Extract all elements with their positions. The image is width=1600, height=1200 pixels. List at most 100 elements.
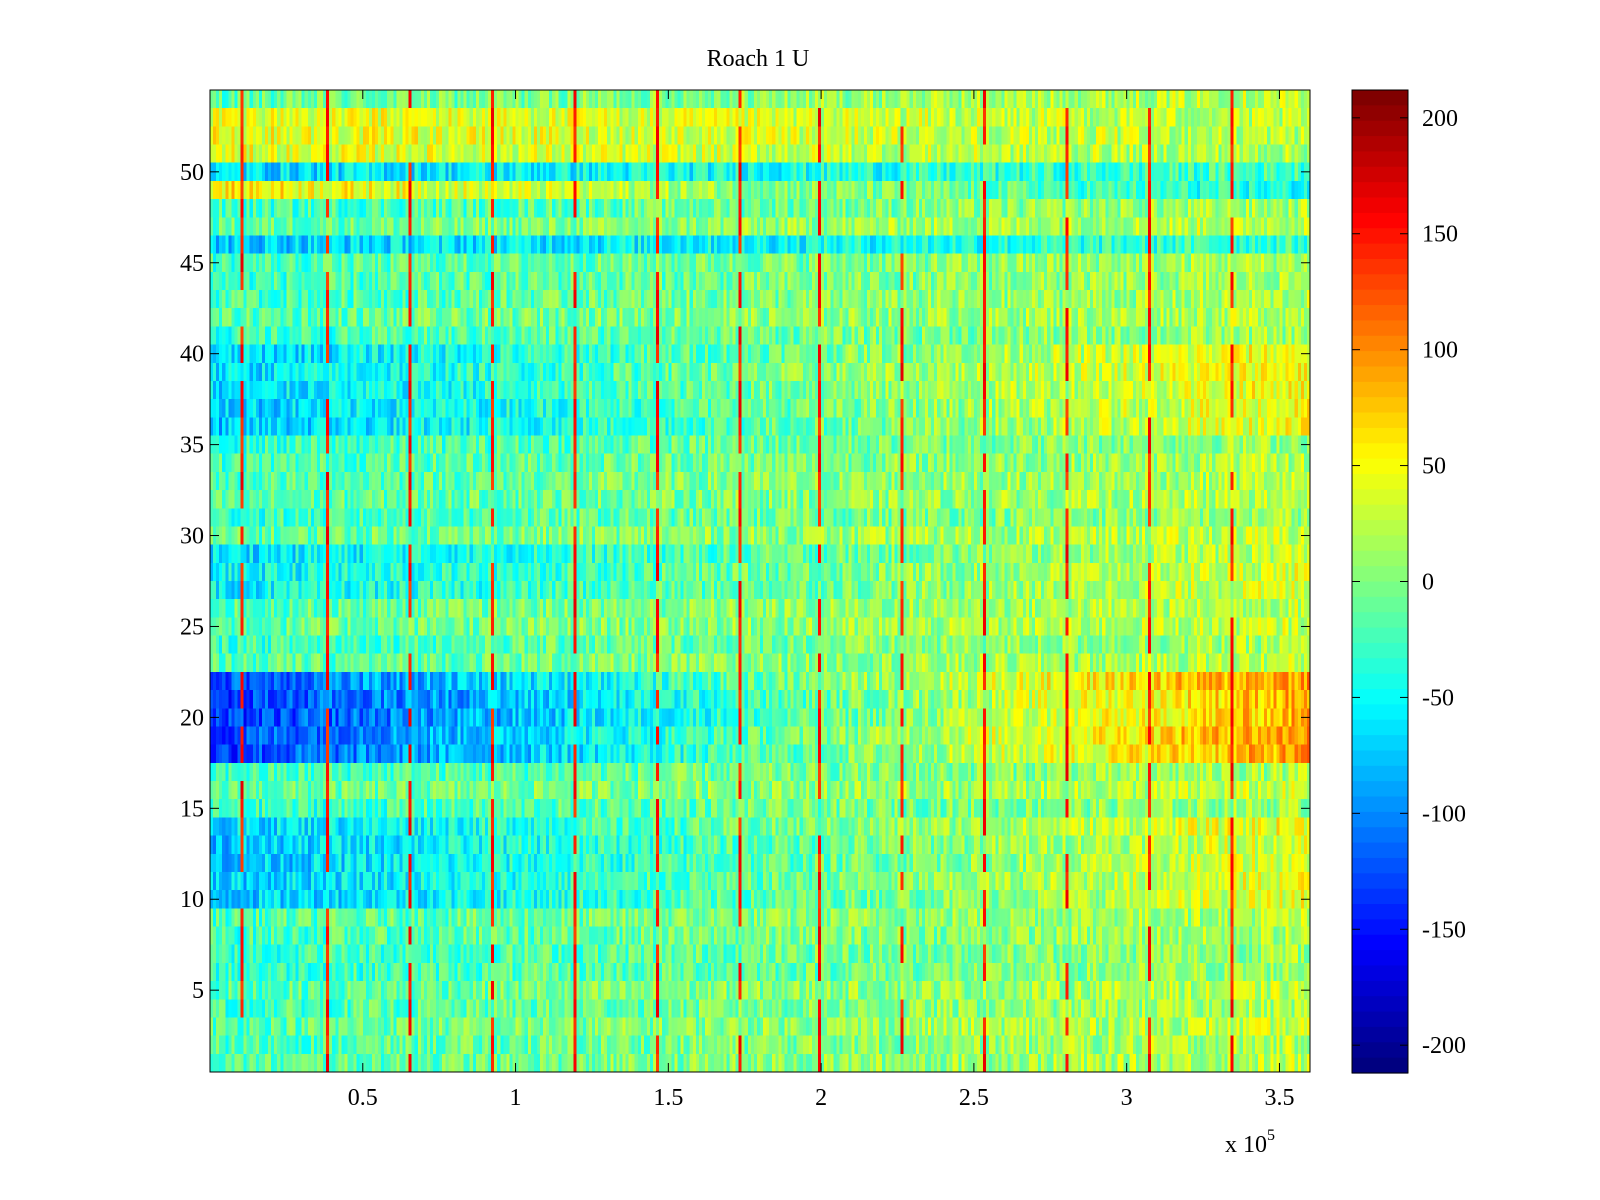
x-tick-label: 3	[1121, 1085, 1133, 1111]
colorbar-segment	[1352, 827, 1408, 844]
colorbar-frame	[1351, 89, 1409, 1074]
colorbar-segment	[1352, 658, 1408, 675]
colorbar-segment	[1352, 182, 1408, 199]
colorbar-axis: 200 150 100 50 0 -50 -100 -150 -200	[1352, 106, 1466, 1059]
colorbar-segment	[1352, 443, 1408, 460]
colorbar-segment	[1352, 228, 1408, 245]
colorbar-segment	[1352, 1026, 1408, 1043]
colorbar-segment	[1352, 980, 1408, 997]
colorbar-segment	[1352, 197, 1408, 214]
x-exponent-power: 5	[1267, 1127, 1275, 1144]
y-tick-label: 20	[180, 705, 204, 731]
colorbar-segment	[1352, 412, 1408, 429]
colorbar-segment	[1352, 904, 1408, 921]
colorbar-segment	[1352, 704, 1408, 721]
colorbar-segment	[1352, 934, 1408, 951]
colorbar-tick-label: 0	[1422, 570, 1434, 596]
x-axis: 0.5 1 1.5 2 2.5 3 3.5	[348, 90, 1294, 1111]
colorbar-segment	[1352, 504, 1408, 521]
colorbar-segment	[1352, 996, 1408, 1013]
x-tick-label: 3.5	[1264, 1085, 1294, 1111]
colorbar-segment	[1352, 689, 1408, 705]
colorbar-segment	[1352, 811, 1408, 828]
colorbar-segment	[1352, 719, 1408, 736]
heatmap	[210, 90, 1310, 1072]
y-axis: 5 10 15 20 25 30 35 40 45 50	[180, 160, 1310, 1004]
colorbar-segment	[1352, 381, 1408, 398]
colorbar-segment	[1352, 1057, 1408, 1074]
x-tick-label: 0.5	[348, 1085, 378, 1111]
x-tick-label: 1	[510, 1085, 522, 1111]
colorbar-segment	[1352, 473, 1408, 490]
y-tick-label: 5	[192, 978, 204, 1004]
x-tick-label: 2.5	[959, 1085, 989, 1111]
x-tick-label: 1.5	[653, 1085, 683, 1111]
colorbar-segment	[1352, 427, 1408, 444]
colorbar-segment	[1352, 274, 1408, 291]
colorbar-segment	[1352, 735, 1408, 752]
colorbar-segment	[1352, 627, 1408, 644]
plot-frame	[209, 89, 1311, 1073]
y-tick-label: 10	[180, 887, 204, 913]
colorbar-segment	[1352, 873, 1408, 890]
colorbar-segment	[1352, 842, 1408, 859]
colorbar-segment	[1352, 166, 1408, 183]
colorbar-segment	[1352, 888, 1408, 905]
colorbar-segment	[1352, 258, 1408, 275]
colorbar-tick-label: -100	[1422, 801, 1466, 827]
colorbar-segment	[1352, 520, 1408, 537]
colorbar-segment	[1352, 535, 1408, 552]
colorbar-segment	[1352, 335, 1408, 352]
colorbar-segment	[1352, 965, 1408, 982]
colorbar-segment	[1352, 919, 1408, 936]
y-tick-label: 40	[180, 342, 204, 368]
colorbar-segment	[1352, 581, 1408, 598]
colorbar-segment	[1352, 105, 1408, 122]
y-tick-label: 50	[180, 160, 204, 186]
colorbar-segment	[1352, 151, 1408, 168]
colorbar-segment	[1352, 351, 1408, 368]
colorbar-segment	[1352, 1042, 1408, 1059]
y-tick-label: 35	[180, 433, 204, 459]
colorbar-segment	[1352, 366, 1408, 383]
x-exponent-base: x 10	[1225, 1132, 1267, 1158]
colorbar-tick-label: 50	[1422, 454, 1446, 480]
colorbar-segment	[1352, 397, 1408, 414]
colorbar-tick-label: -150	[1422, 917, 1466, 943]
colorbar-tick-label: 100	[1422, 338, 1458, 364]
colorbar-segment	[1352, 243, 1408, 260]
colorbar-segment	[1352, 320, 1408, 337]
colorbar-segment	[1352, 489, 1408, 506]
x-exponent-label: x 105	[1225, 1127, 1275, 1158]
colorbar-tick-label: 200	[1422, 106, 1458, 132]
colorbar	[1352, 90, 1408, 1074]
colorbar-segment	[1352, 550, 1408, 567]
chart-title: Roach 1 U	[707, 46, 810, 72]
colorbar-segment	[1352, 950, 1408, 967]
colorbar-segment	[1352, 750, 1408, 767]
colorbar-segment	[1352, 796, 1408, 813]
colorbar-segment	[1352, 642, 1408, 659]
colorbar-segment	[1352, 781, 1408, 798]
colorbar-segment	[1352, 765, 1408, 782]
colorbar-segment	[1352, 857, 1408, 874]
y-tick-label: 15	[180, 796, 204, 822]
y-tick-label: 45	[180, 251, 204, 277]
colorbar-segment	[1352, 673, 1408, 690]
y-tick-label: 25	[180, 614, 204, 640]
colorbar-tick-label: -200	[1422, 1033, 1466, 1059]
x-tick-label: 2	[815, 1085, 827, 1111]
colorbar-segment	[1352, 1011, 1408, 1028]
colorbar-segment	[1352, 90, 1408, 106]
colorbar-segment	[1352, 596, 1408, 613]
colorbar-segment	[1352, 289, 1408, 306]
colorbar-tick-label: -50	[1422, 685, 1454, 711]
colorbar-segment	[1352, 566, 1408, 583]
colorbar-segment	[1352, 458, 1408, 475]
colorbar-segment	[1352, 136, 1408, 153]
y-tick-label: 30	[180, 524, 204, 550]
colorbar-segment	[1352, 212, 1408, 229]
heatmap-image	[210, 90, 1310, 1072]
colorbar-tick-label: 150	[1422, 222, 1458, 248]
